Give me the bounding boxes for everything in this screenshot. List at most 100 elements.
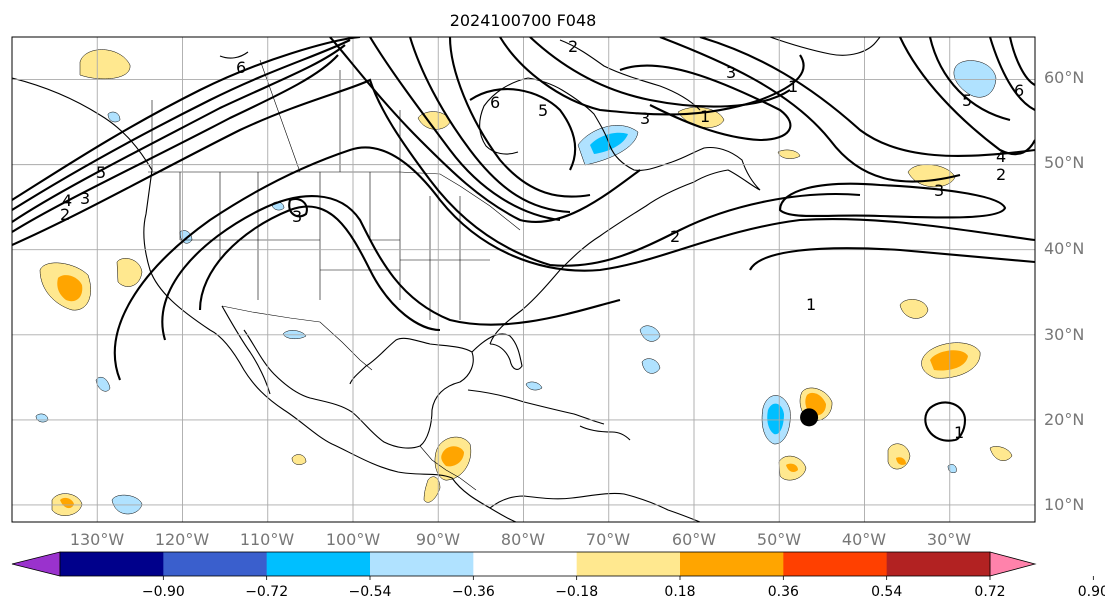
contour-line [619,64,792,142]
baffin-coast [559,39,701,111]
colorbar: −0.90 −0.72 −0.54 −0.36 −0.18 0.18 0.36 0.54 0.7… [11,551,1105,600]
colorbar-tick-label: −0.54 [349,584,392,600]
contour-label: 3 [640,109,650,128]
contour-line [369,37,561,222]
contour-line [113,146,1035,381]
shade-positive [989,446,1013,461]
contour-line [778,182,1007,219]
hispaniola [579,425,631,441]
shade-negative [525,381,543,391]
contour-line [161,195,621,341]
colorbar-segment [680,552,784,576]
contour-label: 2 [670,227,680,246]
shade-negative [95,377,111,392]
contour-line [988,37,1035,111]
shade-positive-strong [896,457,906,465]
lat-label: 50°N [1044,153,1084,172]
colorbar-tick-label: 0.18 [664,584,695,600]
alaska-coast [219,51,249,59]
contour-label: 2 [996,165,1006,184]
shade-positive [79,49,131,80]
contour-label: 4 [996,147,1006,166]
contour-label: 3 [726,63,736,82]
lon-label: 90°W [416,530,460,549]
contour-line [12,39,351,211]
colorbar-extend-high [989,551,1037,577]
contour-line [499,37,805,116]
lon-label: 30°W [927,530,971,549]
lon-label: 60°W [672,530,716,549]
pacific-coast [12,77,517,522]
graticule [12,37,1035,522]
storm-center-marker [800,408,819,427]
colorbar-outline [59,551,991,577]
contour-line [1008,37,1035,86]
lon-label: 40°W [842,530,886,549]
shade-negative [107,111,121,123]
colorbar-tick-label: −0.90 [142,584,185,600]
lon-label: 130°W [70,530,125,549]
contour-line [329,37,641,223]
colorbar-tick-label: 0.72 [974,584,1005,600]
shade-positive-strong [441,446,464,467]
gulf-of-mexico-coast [349,337,474,447]
us-east-coast [489,181,695,345]
lon-label: 70°W [586,530,630,549]
contour-label: 2 [568,37,578,56]
shade-negative [641,358,661,374]
colorbar-tick-label: −0.18 [555,584,598,600]
province-lines [151,59,401,173]
contour-label: 1 [954,423,964,442]
contours [12,37,1035,442]
lat-label: 60°N [1044,68,1084,87]
contour-label: 6 [1014,81,1024,100]
colorbar-tick-label: 0.36 [768,584,799,600]
colorbar-segment [576,552,681,576]
contour-label: 5 [96,163,106,182]
contour-line [12,37,361,201]
map-frame [11,36,1036,523]
contour-line [408,37,571,214]
baja-peninsula [221,305,271,395]
latitude-labels: 60°N 50°N 40°N 30°N 20°N 10°N [1044,68,1084,514]
labrador-quebec [527,77,673,171]
shade-positive-strong [57,275,83,302]
contour-line [899,37,1035,156]
contour-line [659,37,961,183]
contour-labels: 6 5 5 4 3 2 3 2 1 3 6 1 3 2 3 6 5 4 2 1 … [60,37,1024,442]
contour-line [469,88,577,171]
contour-label: 5 [538,101,548,120]
shade-positive [291,454,307,465]
shade-positive [899,299,929,319]
shade-positive [423,476,441,503]
lat-label: 30°N [1044,325,1084,344]
contour-label: 6 [490,93,500,112]
shade-negative-strong [767,403,784,435]
south-america-north-coast [489,492,701,522]
colorbar-extend-low [11,551,61,577]
shade-negative [639,325,661,342]
colorbar-segment [266,552,371,576]
contour-label: 3 [292,207,302,226]
contour-line [924,401,967,442]
lat-label: 10°N [1044,495,1084,514]
colorbar-tick-label: −0.72 [245,584,288,600]
us-mexico-border [221,305,373,371]
contour-line [198,205,441,332]
central-america-borders [419,445,477,491]
lon-label: 50°W [757,530,801,549]
contour-label: 3 [934,181,944,200]
contour-line [12,44,346,223]
florida [471,333,523,370]
colorbar-segment [473,552,578,576]
shade-positive-strong [60,497,74,509]
lon-label: 110°W [240,530,295,549]
colorbar-segment [886,552,991,576]
lon-label: 80°W [501,530,545,549]
colorbar-segment [370,552,474,576]
greenland-coast [769,37,881,56]
colorbar-tick-label: 0.54 [871,584,902,600]
shade-positive-strong [786,463,798,473]
longitude-labels: 130°W 120°W 110°W 100°W 90°W 80°W 70°W 6… [70,530,971,549]
